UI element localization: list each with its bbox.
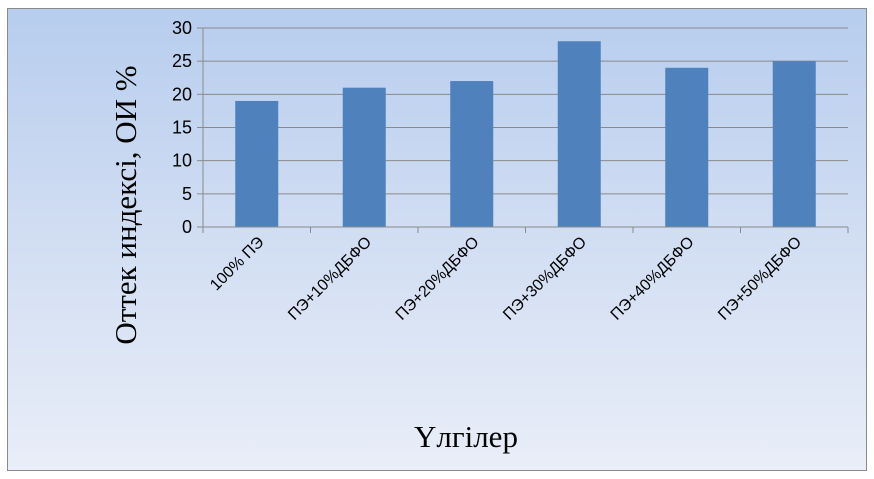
x-tick-label: ПЭ+10%ДБФО bbox=[285, 234, 375, 324]
x-tick-label: 100% ПЭ bbox=[207, 234, 267, 294]
x-tick-labels: 100% ПЭ ПЭ+10%ДБФО ПЭ+20%ДБФО ПЭ+30%ДБФО ПЭ+… bbox=[207, 234, 805, 324]
y-tick-label: 10 bbox=[172, 151, 192, 171]
y-tick-label: 5 bbox=[182, 184, 192, 204]
y-tick-labels: 0 5 10 15 20 25 30 bbox=[172, 18, 192, 237]
bar bbox=[772, 61, 816, 227]
y-axis-title: Оттек индексі, ОИ % bbox=[108, 65, 143, 344]
chart-frame bbox=[7, 8, 867, 471]
x-axis-title: Үлгілер bbox=[414, 419, 518, 454]
y-tick-label: 0 bbox=[182, 217, 192, 237]
y-tick-label: 15 bbox=[172, 118, 192, 138]
bar bbox=[665, 67, 709, 227]
y-tick-label: 20 bbox=[172, 84, 192, 104]
y-tick-label: 30 bbox=[172, 18, 192, 38]
x-tick-label: ПЭ+40%ДБФО bbox=[608, 234, 698, 324]
gridlines bbox=[203, 27, 848, 195]
bar bbox=[450, 81, 494, 227]
axes bbox=[197, 27, 849, 233]
x-tick-label: ПЭ+30%ДБФО bbox=[500, 234, 590, 324]
bar bbox=[557, 41, 601, 228]
x-tick-label: ПЭ+20%ДБФО bbox=[393, 234, 483, 324]
x-tick-label: ПЭ+50%ДБФО bbox=[715, 234, 805, 324]
bar bbox=[235, 100, 279, 227]
y-tick-label: 25 bbox=[172, 51, 192, 71]
bars bbox=[235, 41, 816, 228]
bar bbox=[342, 87, 386, 227]
